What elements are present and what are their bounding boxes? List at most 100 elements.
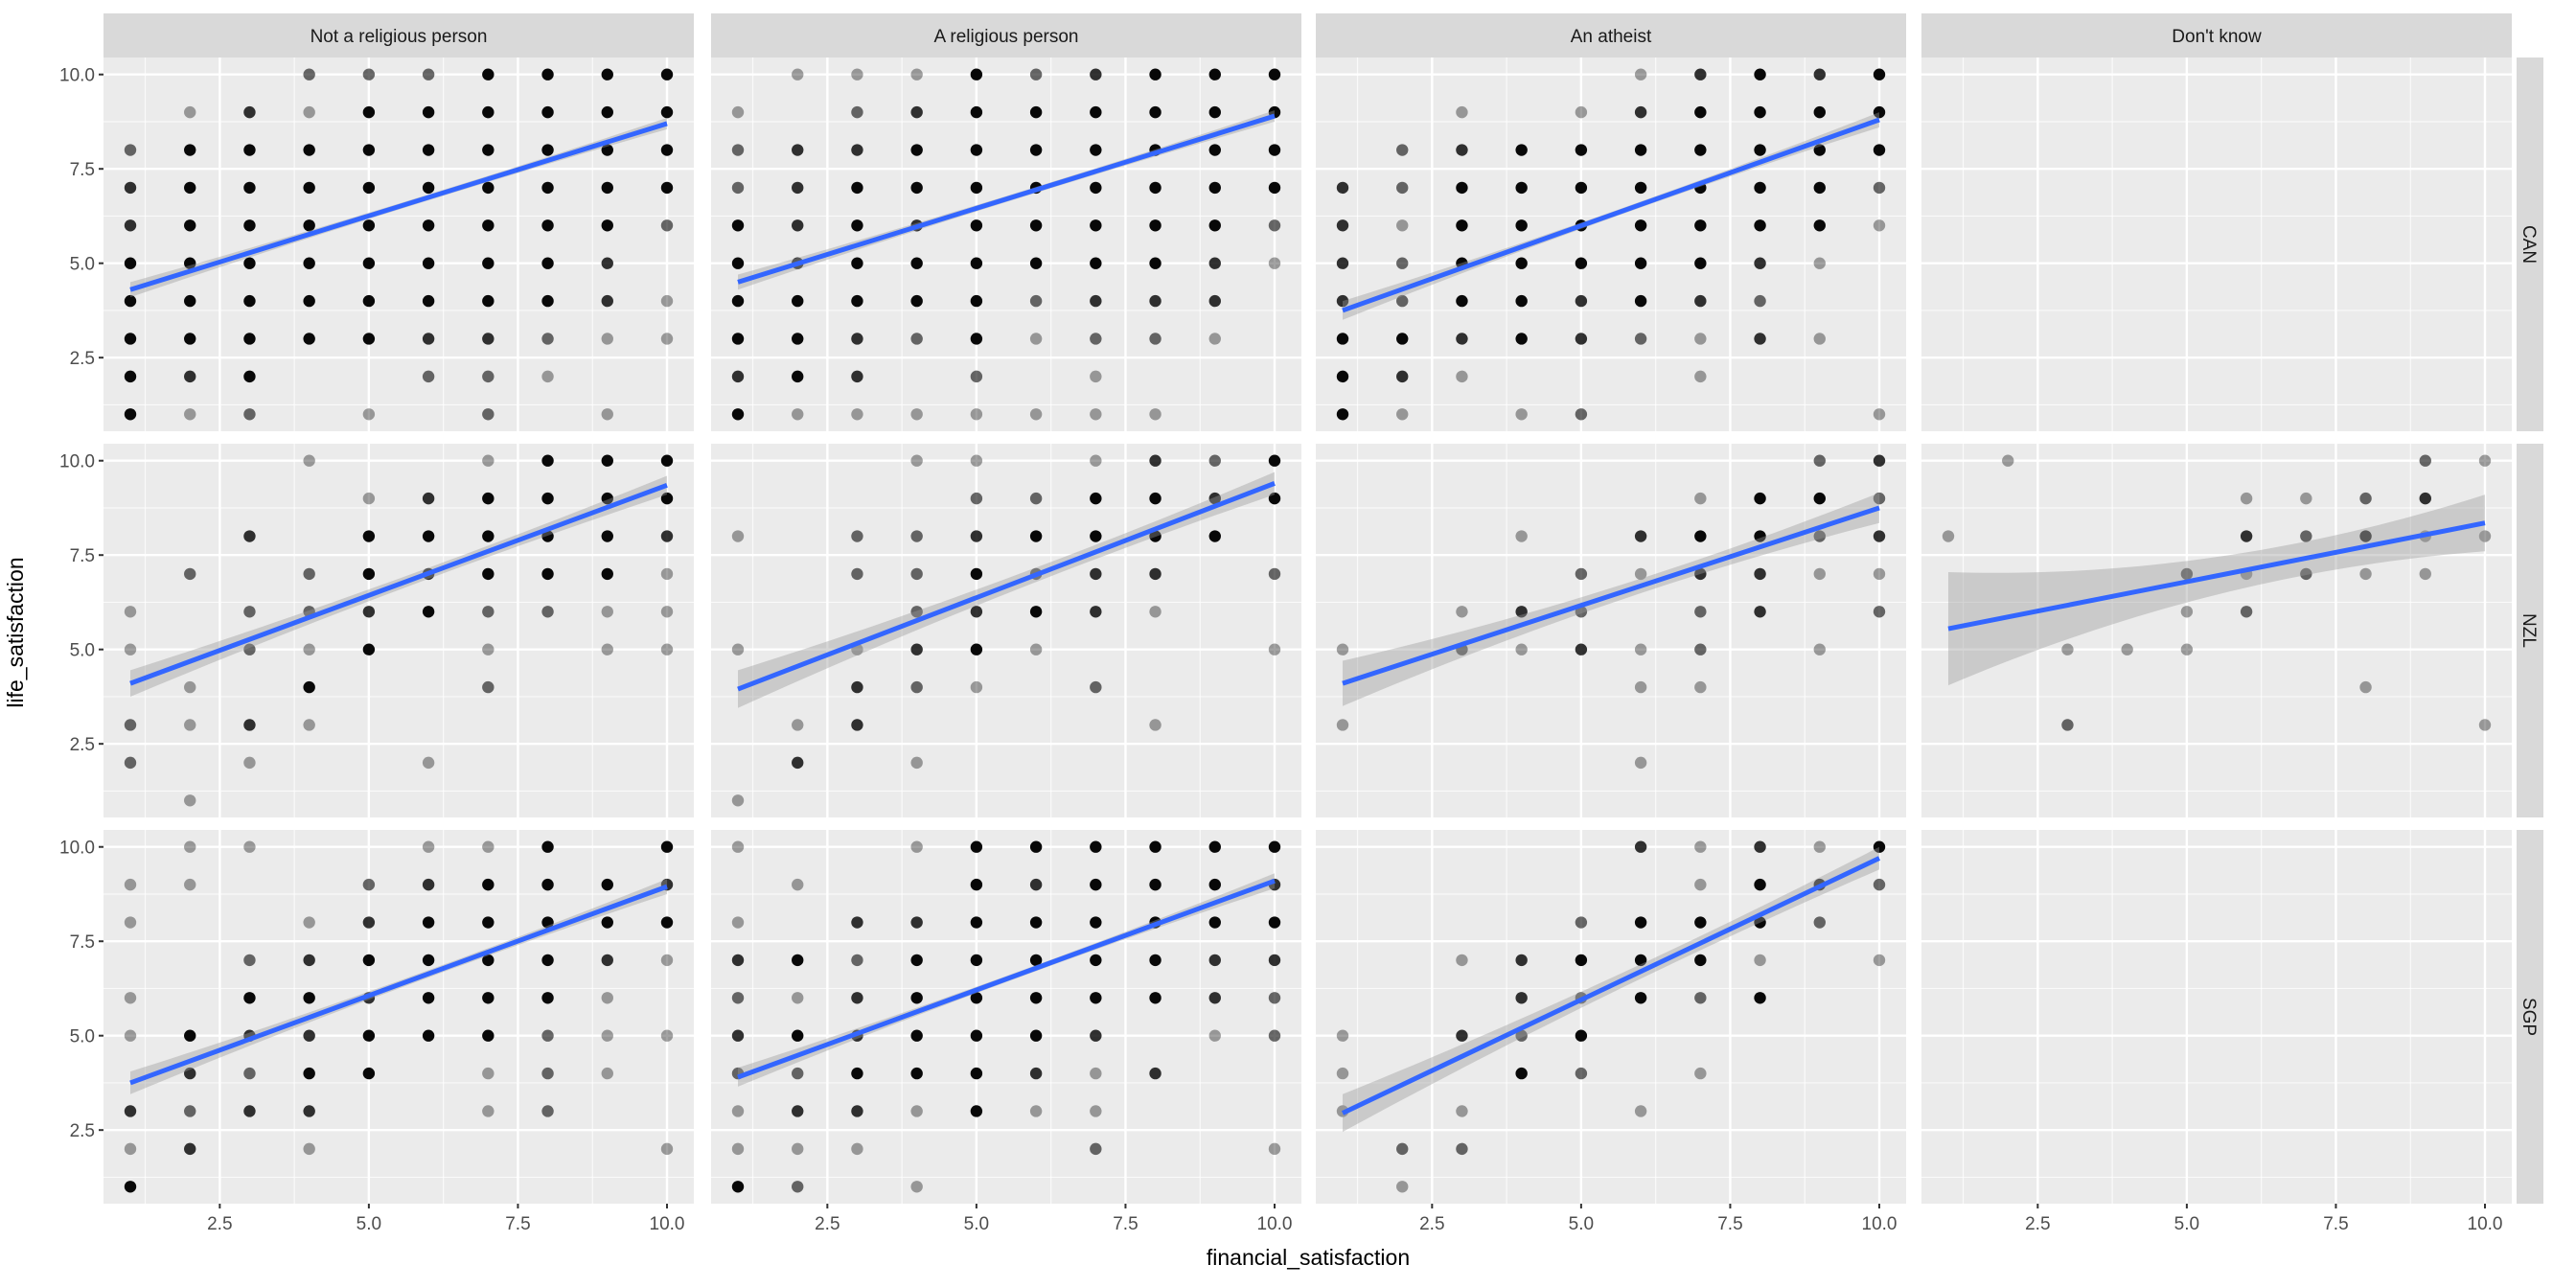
x-tick-label: 10.0 — [2468, 1214, 2503, 1234]
panel-background — [711, 830, 1301, 1204]
data-point — [303, 719, 315, 731]
data-point — [1813, 840, 1826, 853]
data-point — [851, 1067, 863, 1080]
data-point — [970, 144, 983, 156]
data-point — [422, 530, 435, 542]
data-point — [1754, 294, 1766, 308]
data-point — [1029, 144, 1043, 156]
x-tick-label: 7.5 — [2323, 1214, 2348, 1234]
data-point — [1336, 219, 1349, 232]
data-point — [1694, 878, 1707, 891]
data-point — [792, 1181, 804, 1193]
data-point — [731, 219, 745, 232]
data-point — [184, 1029, 196, 1042]
data-point — [660, 181, 674, 195]
data-point — [482, 408, 494, 421]
data-point — [422, 257, 435, 269]
data-point — [1208, 454, 1221, 467]
data-point — [1208, 219, 1221, 232]
data-point — [1090, 840, 1102, 853]
data-point — [601, 492, 613, 505]
data-point — [1456, 144, 1468, 156]
data-point — [970, 294, 983, 308]
data-point — [243, 257, 256, 269]
data-point — [1090, 257, 1102, 269]
data-point — [1149, 719, 1162, 731]
data-point — [541, 1067, 554, 1080]
data-point — [1090, 954, 1102, 967]
data-point — [243, 219, 256, 232]
data-point — [482, 840, 494, 853]
data-point — [1149, 567, 1162, 581]
data-point — [910, 294, 923, 308]
data-point — [1029, 916, 1043, 929]
data-point — [303, 333, 315, 345]
data-point — [184, 878, 196, 891]
data-point — [1813, 567, 1826, 581]
x-tick-label: 2.5 — [1419, 1214, 1444, 1234]
data-point — [851, 144, 863, 156]
data-point — [660, 606, 674, 618]
data-point — [1029, 492, 1043, 505]
data-point — [1634, 916, 1647, 929]
data-point — [970, 219, 983, 232]
data-point — [660, 68, 674, 80]
data-point — [910, 257, 923, 269]
data-point — [184, 144, 196, 156]
data-point — [1575, 257, 1588, 269]
data-point — [1029, 954, 1043, 967]
data-point — [792, 370, 804, 383]
data-point — [731, 643, 745, 656]
data-point — [660, 1142, 674, 1156]
data-point — [910, 333, 923, 345]
data-point — [184, 1105, 196, 1117]
data-point — [1090, 333, 1102, 345]
data-point — [1575, 1029, 1588, 1042]
data-point — [243, 333, 256, 345]
data-point — [243, 643, 256, 656]
data-point — [243, 294, 256, 308]
data-point — [184, 1067, 196, 1080]
row-strip-label: CAN — [2518, 225, 2539, 264]
panel-background — [104, 444, 694, 817]
data-point — [1813, 530, 1826, 542]
panel-background — [1921, 830, 2512, 1204]
data-point — [1754, 333, 1766, 345]
data-point — [1873, 530, 1886, 542]
data-point — [1873, 408, 1886, 421]
data-point — [731, 1105, 745, 1117]
data-point — [243, 181, 256, 195]
data-point — [660, 643, 674, 656]
data-point — [303, 1105, 315, 1117]
data-point — [1634, 294, 1647, 308]
data-point — [1694, 370, 1707, 383]
data-point — [541, 181, 554, 195]
panel-nzl-3 — [1316, 444, 1906, 817]
data-point — [541, 144, 554, 156]
data-point — [970, 370, 983, 383]
data-point — [1336, 370, 1349, 383]
data-point — [541, 840, 554, 853]
data-point — [601, 1029, 613, 1042]
column-strip-label: A religious person — [933, 27, 1078, 47]
y-tick-label: 10.0 — [59, 839, 95, 859]
data-point — [792, 878, 804, 891]
data-point — [243, 1067, 256, 1080]
data-point — [731, 916, 745, 929]
data-point — [243, 530, 256, 542]
data-point — [1029, 606, 1043, 618]
data-point — [303, 954, 315, 967]
data-point — [541, 370, 554, 383]
data-point — [1208, 294, 1221, 308]
data-point — [910, 454, 923, 467]
data-point — [792, 294, 804, 308]
data-point — [362, 530, 376, 542]
data-point — [482, 1067, 494, 1080]
data-point — [792, 144, 804, 156]
data-point — [362, 878, 376, 891]
data-point — [851, 257, 863, 269]
data-point — [1634, 567, 1647, 581]
data-point — [1396, 219, 1409, 232]
data-point — [1456, 370, 1468, 383]
x-tick-label: 10.0 — [1862, 1214, 1898, 1234]
